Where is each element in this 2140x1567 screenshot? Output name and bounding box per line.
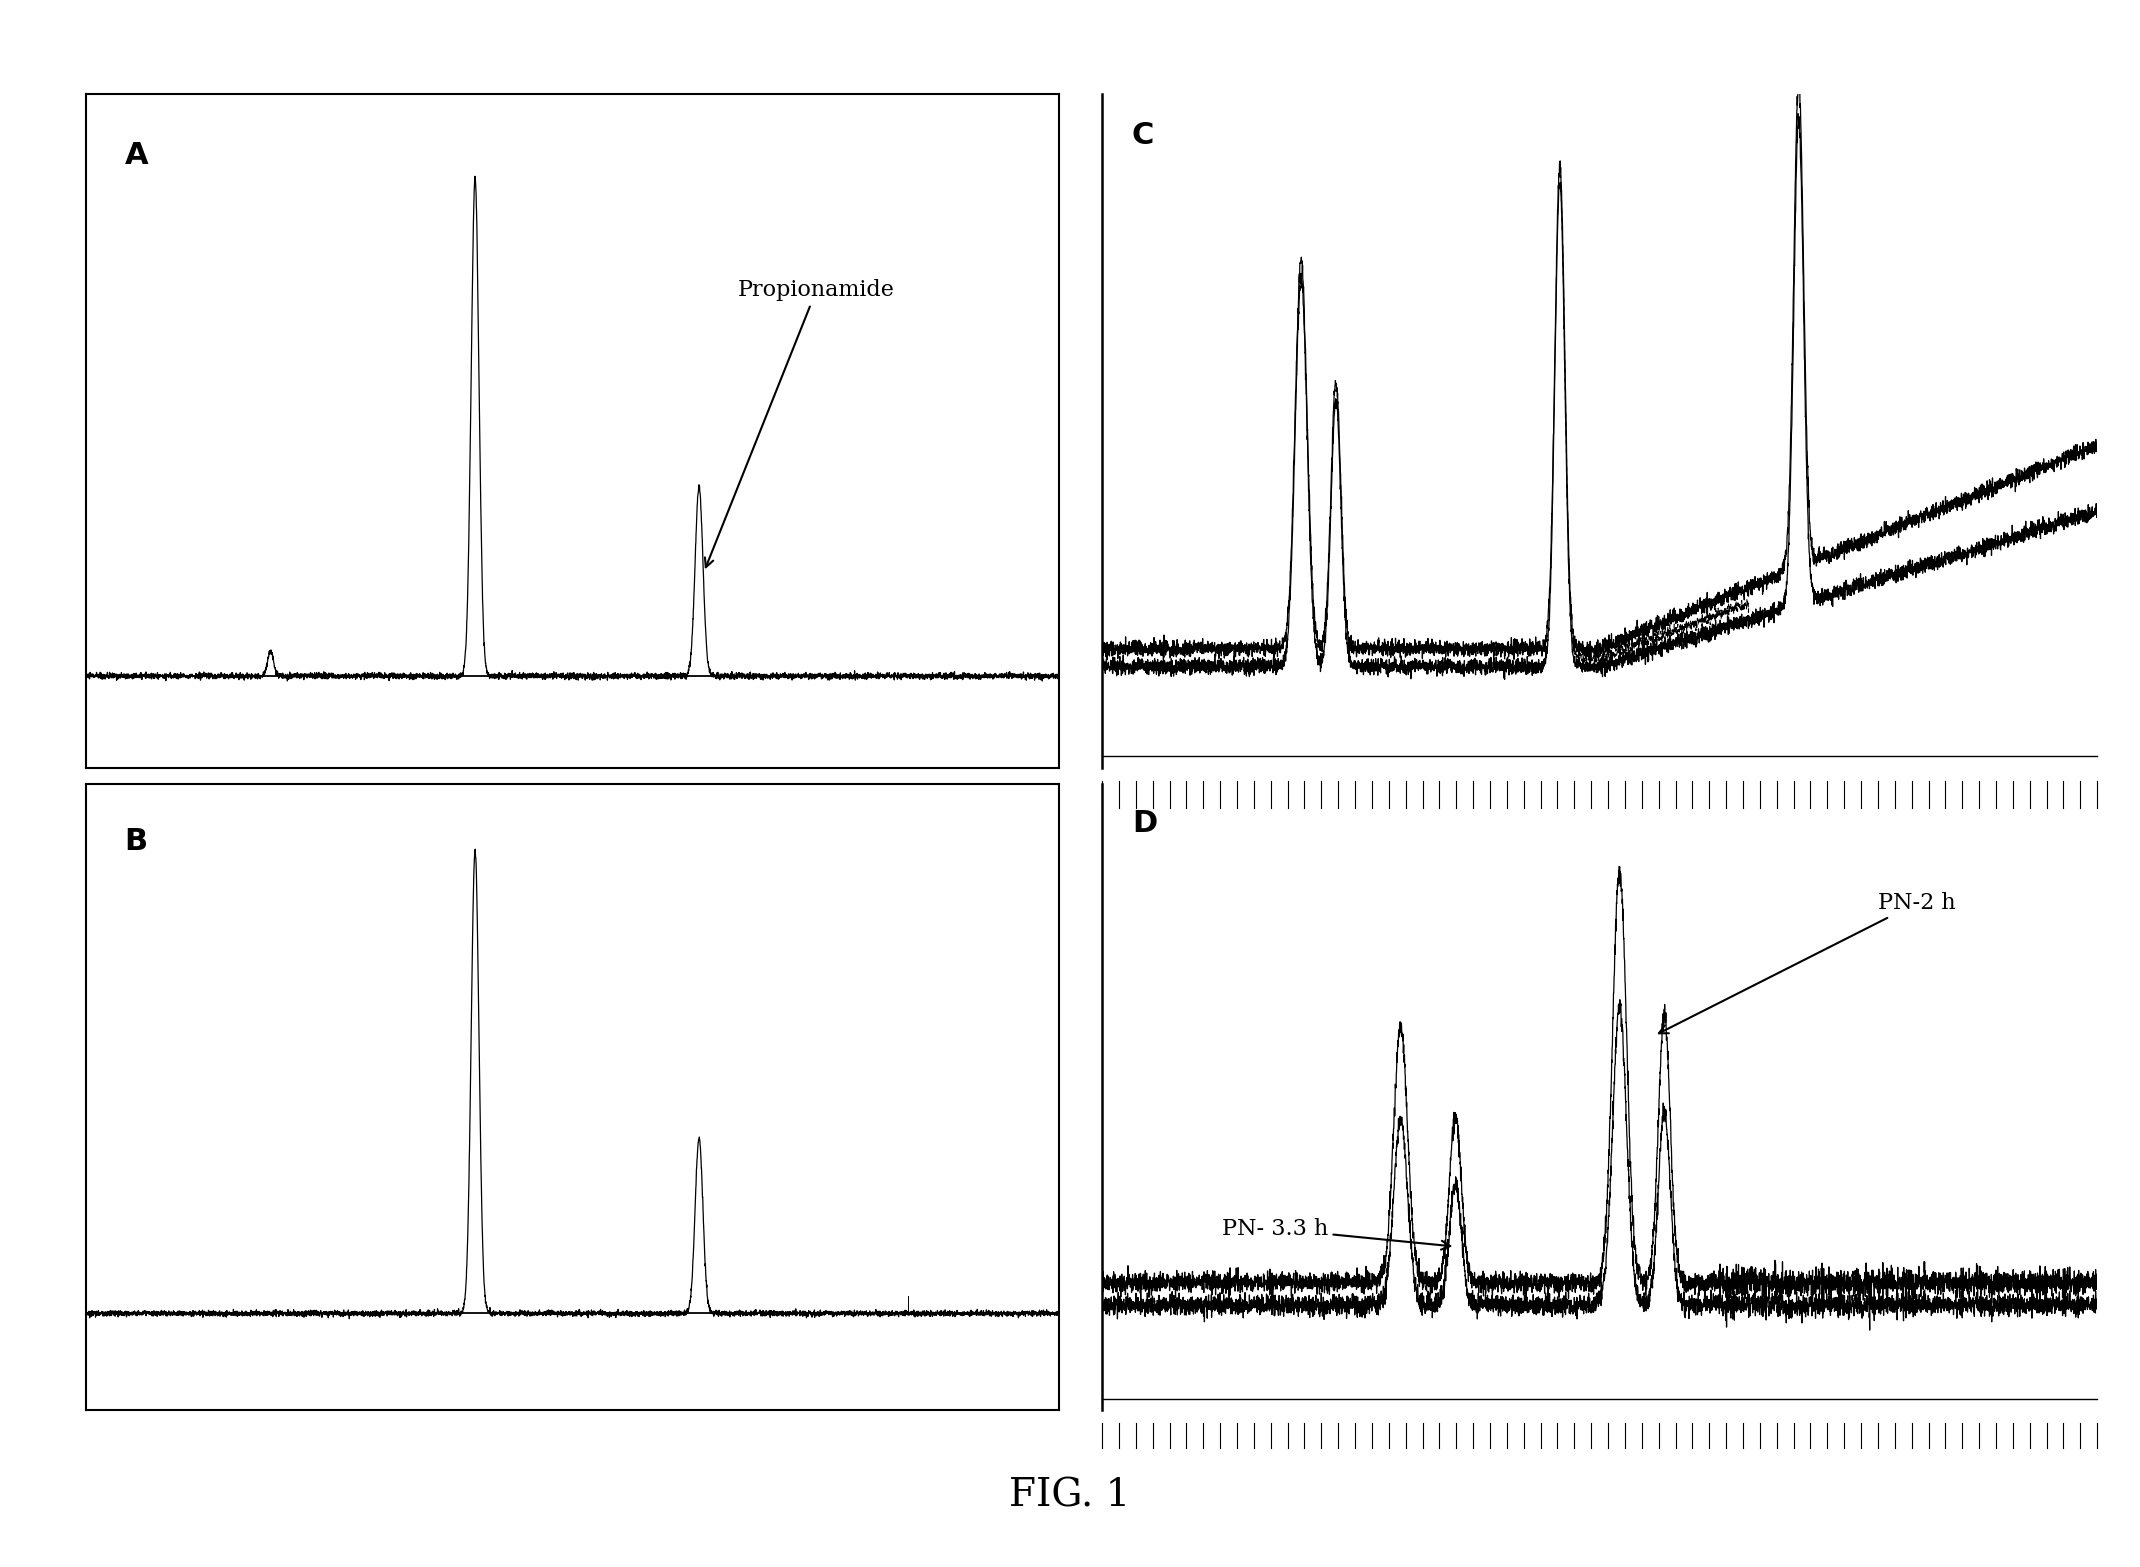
Text: FIG. 1: FIG. 1	[1010, 1478, 1130, 1515]
Text: B: B	[124, 827, 148, 857]
Text: PN- 3.3 h: PN- 3.3 h	[1222, 1218, 1451, 1249]
Text: PN-2 h: PN-2 h	[1658, 892, 1956, 1033]
Text: C: C	[1132, 121, 1153, 150]
Text: Propionamide: Propionamide	[704, 279, 895, 567]
Text: D: D	[1132, 809, 1158, 838]
Text: A: A	[124, 141, 148, 171]
